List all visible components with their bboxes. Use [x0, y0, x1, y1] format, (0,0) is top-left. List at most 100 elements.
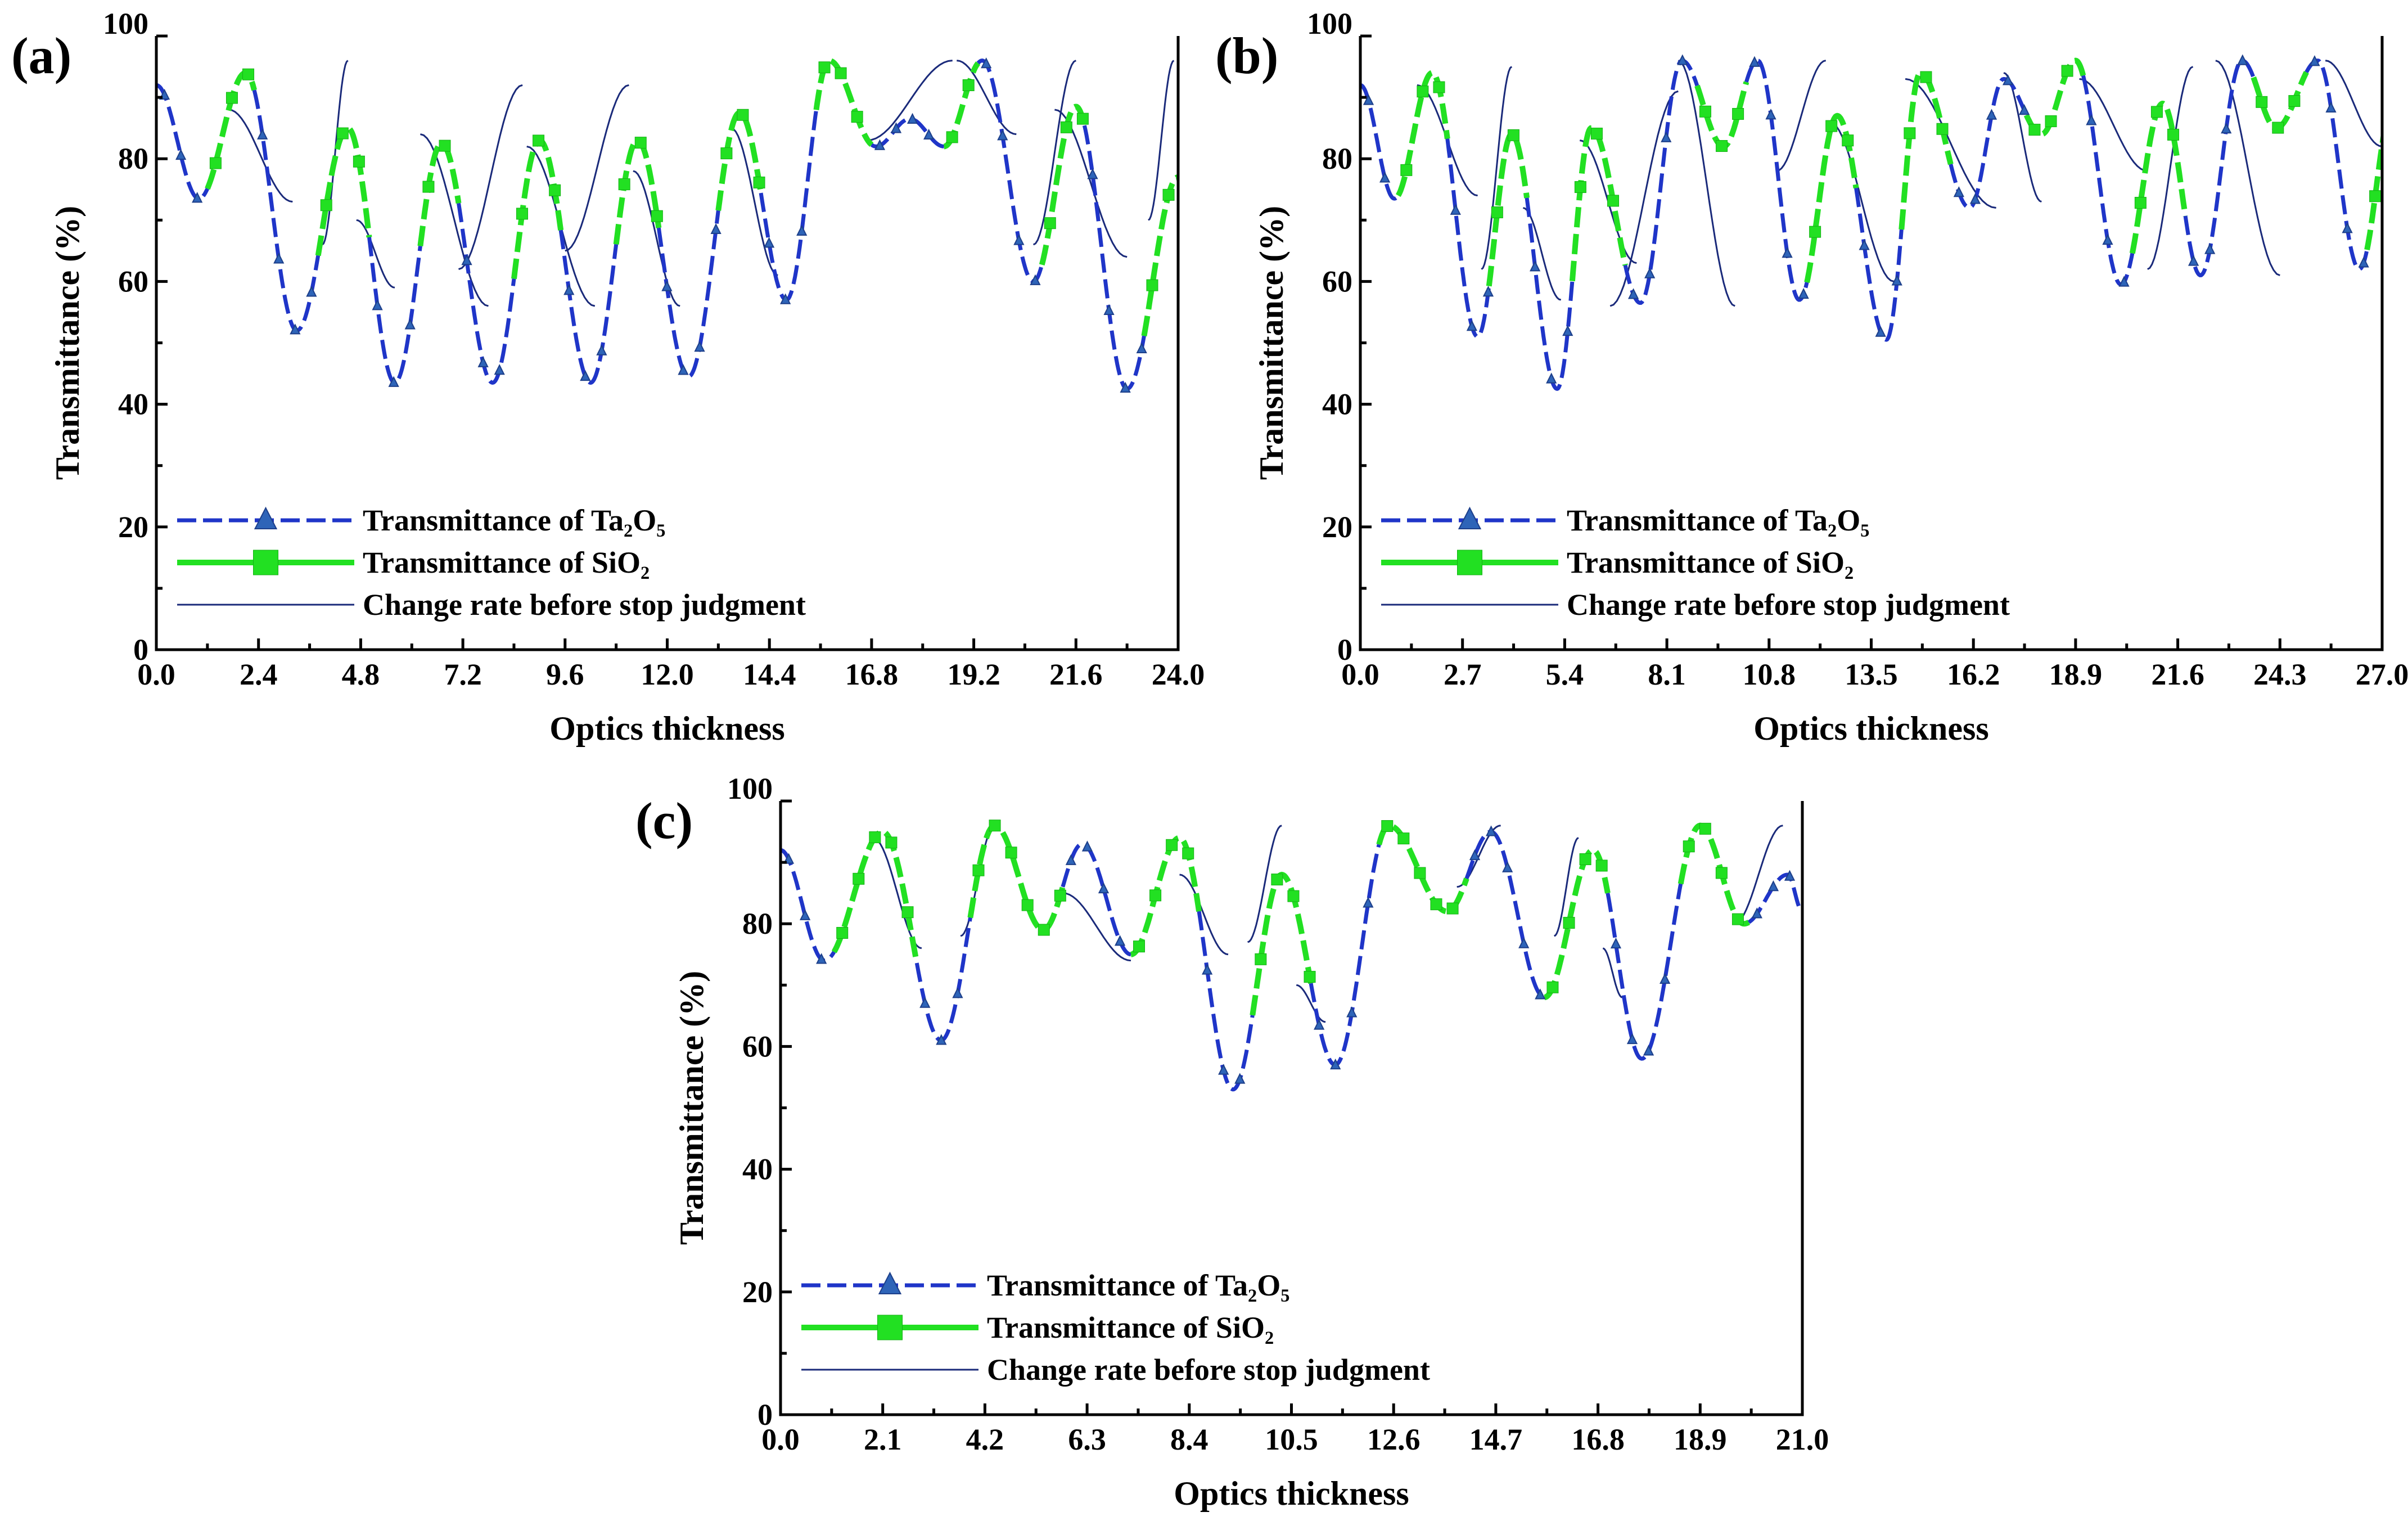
sio2-marker: [1607, 195, 1620, 207]
plot-area: [156, 57, 1178, 393]
x-tick-label: 4.8: [342, 658, 380, 691]
sio2-marker: [1005, 847, 1017, 859]
x-tick-label: 14.4: [743, 658, 796, 691]
x-tick-label: 2.1: [864, 1423, 902, 1456]
ta2o5-marker: [2358, 256, 2369, 268]
x-tick-label: 18.9: [1674, 1423, 1727, 1456]
legend: Transmittance of Ta₂O₅ Transmittance of S…: [1381, 503, 2010, 622]
ta2o5-series-line: [1464, 830, 1545, 1000]
change-rate-curve: [1148, 60, 1175, 221]
ta2o5-marker: [1626, 1033, 1638, 1045]
ta2o5-marker: [2102, 233, 2113, 245]
y-tick-label: 100: [727, 772, 773, 806]
change-rate-curve: [1481, 66, 1513, 270]
ta2o5-marker: [1314, 1019, 1325, 1030]
sio2-marker: [2150, 106, 2163, 118]
ta2o5-marker: [1502, 861, 1513, 872]
ta2o5-marker: [1765, 109, 1776, 120]
ta2o5-series-line: [1197, 911, 1255, 1092]
sio2-marker: [1304, 971, 1316, 983]
sio2-marker: [901, 906, 914, 919]
ta2o5-marker: [257, 128, 268, 140]
change-rate-curve: [1602, 947, 1623, 998]
ta2o5-marker: [1081, 840, 1093, 852]
ta2o5-marker: [1013, 234, 1025, 245]
sio2-marker: [320, 199, 332, 212]
ta2o5-series-line: [252, 89, 321, 333]
sio2-marker: [2288, 95, 2301, 107]
change-rate-curve: [872, 837, 922, 950]
sio2-marker: [2272, 122, 2284, 134]
sio2-series-line: [205, 70, 257, 190]
sio2-marker: [1287, 890, 1300, 902]
ta2o5-series-line: [2305, 58, 2369, 271]
sio2-marker: [2256, 96, 2268, 108]
chart-panel-c: 0.0 2.1 4.2 6.3 8.4 10.5 12.6 14.7 16.8 18.9 21.0 0…: [635, 772, 1829, 1512]
sio2-marker: [835, 67, 847, 79]
ta2o5-marker: [1030, 274, 1041, 285]
sio2-marker: [1731, 913, 1744, 925]
ta2o5-marker: [2342, 222, 2353, 233]
y-tick-label: 100: [103, 7, 148, 40]
ta2o5-marker: [1986, 109, 1997, 120]
x-tick-label: 13.5: [1845, 658, 1898, 691]
ta2o5-marker: [1485, 825, 1497, 836]
ta2o5-marker: [952, 987, 963, 998]
ta2o5-series-line: [1854, 187, 1904, 342]
panel-label: (b): [1215, 27, 1278, 84]
change-rate-curve: [1776, 60, 1827, 172]
y-axis-title: Transmittance (%): [49, 206, 86, 480]
change-rate-curve: [1554, 837, 1579, 937]
sio2-marker: [439, 140, 451, 152]
x-axis-title: Optics thickness: [549, 710, 784, 747]
sio2-marker: [1430, 898, 1442, 911]
x-tick-label: 27.0: [2356, 658, 2408, 691]
ta2o5-marker: [1798, 287, 1809, 299]
sio2-marker: [1182, 847, 1194, 860]
ta2o5-marker: [1114, 935, 1126, 946]
legend-label-si: Transmittance of SiO₂: [1567, 546, 1854, 579]
ta2o5-marker: [780, 293, 791, 304]
ta2o5-marker: [1363, 94, 1374, 105]
sio2-marker: [209, 157, 222, 169]
x-tick-label: 24.3: [2253, 658, 2306, 691]
sio2-marker: [1809, 226, 1821, 238]
x-tick-label: 7.2: [444, 658, 482, 691]
ta2o5-marker: [2086, 114, 2097, 125]
ta2o5-marker: [1535, 988, 1546, 1000]
change-rate-curve: [2079, 78, 2148, 172]
sio2-marker: [1507, 129, 1519, 141]
ta2o5-series-line: [367, 237, 422, 385]
y-tick-label: 80: [1322, 142, 1352, 176]
ta2o5-marker: [1784, 870, 1796, 881]
legend: Transmittance of Ta₂O₅ Transmittance of S…: [801, 1268, 1430, 1387]
sio2-marker: [2045, 115, 2057, 128]
sio2-marker: [2386, 99, 2397, 110]
ta2o5-marker: [388, 376, 399, 387]
ta2o5-marker: [461, 254, 472, 266]
sio2-marker: [836, 926, 849, 939]
ta2o5-marker: [175, 148, 187, 160]
y-axis-title: Transmittance (%): [673, 971, 710, 1245]
x-tick-label: 6.3: [1068, 1423, 1106, 1456]
sio2-marker: [946, 131, 958, 143]
ta2o5-marker: [1346, 1006, 1358, 1018]
change-rate-curve: [420, 133, 489, 307]
ta2o5-marker: [890, 122, 902, 133]
ta2o5-series-line: [1623, 58, 1699, 305]
sio2-marker: [2028, 124, 2041, 136]
ta2o5-series-line: [2081, 75, 2135, 287]
x-tick-label: 16.2: [1947, 658, 2000, 691]
ta2o5-marker: [306, 286, 317, 297]
ta2o5-marker: [796, 224, 808, 236]
change-rate-curve: [867, 60, 953, 141]
x-tick-label: 21.6: [2151, 658, 2204, 691]
sio2-marker: [1044, 217, 1056, 230]
x-tick-label: 5.4: [1546, 658, 1584, 691]
change-rate-curve: [2215, 60, 2280, 276]
change-rate-curve: [1032, 60, 1077, 246]
ta2o5-marker: [1379, 172, 1391, 183]
sio2-marker: [1271, 874, 1283, 886]
ta2o5-marker: [1120, 381, 1131, 393]
legend-ta2o5-marker: [878, 1271, 902, 1294]
